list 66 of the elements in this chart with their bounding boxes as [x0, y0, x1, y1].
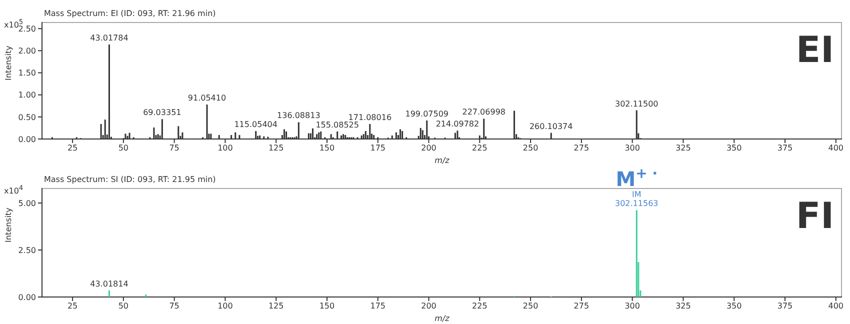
- x-tick-label: 200: [421, 302, 436, 311]
- annotation: M$^{+ ·}$: [616, 166, 658, 192]
- annotation: 214.09782: [436, 120, 480, 129]
- y-tick-label: 2.50: [18, 24, 36, 34]
- x-tick-label: 300: [624, 302, 640, 311]
- x-tick-label: 75: [169, 302, 180, 311]
- x-tick-label: 150: [319, 144, 335, 153]
- annotation: IM: [632, 190, 642, 200]
- x-tick-label: 150: [319, 302, 335, 311]
- annotation: 43.01784: [90, 34, 128, 43]
- annotation: 302.11563: [615, 199, 658, 208]
- x-tick-label: 100: [218, 144, 233, 153]
- annotation: FI: [796, 196, 834, 237]
- annotation: 43.01814: [90, 279, 128, 288]
- annotation: 155.08525: [316, 120, 359, 130]
- y-tick-label: 0.50: [18, 112, 36, 122]
- x-tick-label: 100: [218, 302, 233, 311]
- x-tick-label: 200: [421, 144, 436, 153]
- x-tick-label: 250: [522, 144, 538, 153]
- x-axis-title: m/z: [434, 156, 450, 165]
- x-tick-label: 225: [472, 302, 488, 311]
- y-tick-label: 5.00: [18, 198, 36, 208]
- x-tick-label: 400: [828, 144, 844, 153]
- annotation: EI: [796, 30, 834, 71]
- x-tick-label: 125: [268, 144, 284, 153]
- y-tick-label: 2.50: [18, 246, 36, 255]
- x-tick-label: 175: [370, 302, 386, 311]
- y-axis-title: Intensity: [4, 45, 13, 80]
- x-tick-label: 175: [370, 144, 386, 153]
- annotation: 115.05404: [234, 120, 278, 130]
- x-tick-label: 400: [828, 302, 844, 311]
- x-tick-label: 350: [726, 302, 742, 311]
- x-tick-label: 250: [522, 302, 538, 311]
- y-tick-label: 0.00: [18, 292, 36, 302]
- annotation: 302.11500: [615, 99, 658, 108]
- text: x10$^{4}$: [4, 184, 24, 196]
- x-tick-label: 50: [118, 302, 129, 311]
- y-tick-label: 1.50: [18, 68, 36, 78]
- annotation: 171.08016: [348, 112, 392, 122]
- x-tick-label: 350: [726, 144, 742, 153]
- y-tick-label: 2.00: [18, 46, 36, 56]
- x-tick-label: 375: [777, 144, 793, 153]
- x-tick-label: 75: [169, 144, 180, 153]
- annotation: 199.07509: [405, 109, 449, 118]
- chart-title: Mass Spectrum: EI (ID: 093, RT: 21.96 min): [44, 9, 216, 18]
- x-tick-label: 225: [472, 144, 488, 153]
- y-tick-label: 1.00: [18, 90, 36, 100]
- x-tick-label: 25: [67, 302, 78, 311]
- x-tick-label: 275: [574, 302, 590, 311]
- x-tick-label: 50: [118, 144, 129, 153]
- x-tick-label: 325: [676, 302, 691, 311]
- chart-title: Mass Spectrum: SI (ID: 093, RT: 21.95 min): [44, 175, 216, 184]
- annotation: 91.05410: [188, 94, 226, 103]
- x-tick-label: 375: [777, 302, 793, 311]
- annotation: 69.03351: [143, 108, 182, 118]
- x-axis-title: m/z: [434, 314, 450, 323]
- y-tick-label: 0.00: [18, 134, 36, 144]
- y-axis-title: Intensity: [4, 207, 13, 242]
- x-tick-label: 275: [574, 144, 590, 153]
- annotation: 227.06998: [462, 108, 506, 117]
- x-tick-label: 125: [268, 302, 284, 311]
- x-tick-label: 325: [676, 144, 691, 153]
- annotation: 260.10374: [529, 122, 573, 131]
- x-tick-label: 300: [624, 144, 640, 153]
- annotation: 136.08813: [277, 111, 320, 120]
- x-tick-label: 25: [67, 144, 78, 153]
